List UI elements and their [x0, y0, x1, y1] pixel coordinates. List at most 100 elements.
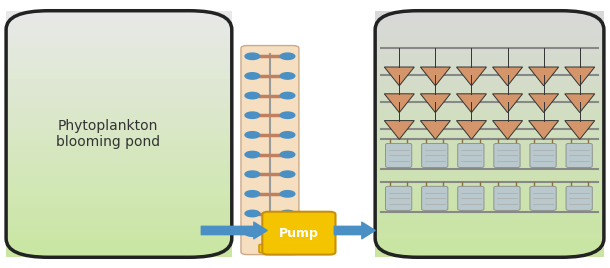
Polygon shape [529, 67, 559, 86]
Bar [6, 17, 232, 23]
Circle shape [245, 210, 260, 217]
Bar [375, 91, 604, 97]
Circle shape [280, 191, 295, 197]
Bar [6, 140, 232, 146]
Bar [375, 214, 604, 220]
Polygon shape [456, 67, 487, 86]
Polygon shape [493, 67, 523, 86]
Polygon shape [529, 121, 559, 139]
Bar [375, 220, 604, 226]
FancyBboxPatch shape [458, 143, 484, 168]
Bar [6, 183, 232, 189]
FancyBboxPatch shape [386, 186, 412, 210]
Bar [6, 60, 232, 66]
Bar [6, 29, 232, 35]
FancyBboxPatch shape [386, 143, 412, 168]
Text: Pump: Pump [279, 227, 319, 240]
Bar [6, 48, 232, 54]
Bar [6, 91, 232, 97]
Polygon shape [456, 121, 487, 139]
Circle shape [245, 53, 260, 59]
Bar [375, 202, 604, 208]
FancyBboxPatch shape [458, 186, 484, 210]
Circle shape [245, 112, 260, 118]
Bar [6, 54, 232, 60]
Bar [6, 42, 232, 48]
Bar [375, 196, 604, 202]
Bar [375, 233, 604, 239]
Bar [375, 152, 604, 159]
Bar [375, 29, 604, 35]
Circle shape [245, 92, 260, 99]
Bar [375, 159, 604, 165]
Polygon shape [565, 67, 595, 86]
FancyBboxPatch shape [262, 212, 336, 255]
Bar [6, 189, 232, 196]
Polygon shape [384, 67, 414, 86]
Polygon shape [420, 121, 450, 139]
Bar [375, 226, 604, 233]
Polygon shape [420, 94, 450, 113]
Bar [375, 66, 604, 72]
FancyBboxPatch shape [530, 186, 556, 210]
Bar [6, 146, 232, 152]
FancyBboxPatch shape [566, 186, 592, 210]
Bar [375, 97, 604, 103]
Bar [375, 183, 604, 189]
Bar [375, 245, 604, 251]
Bar [375, 239, 604, 245]
Bar [375, 116, 604, 122]
Bar [375, 165, 604, 171]
Bar [375, 54, 604, 60]
Bar [6, 214, 232, 220]
Bar [6, 202, 232, 208]
Bar [375, 189, 604, 196]
Bar [6, 239, 232, 245]
Bar [375, 140, 604, 146]
Circle shape [280, 92, 295, 99]
Bar [375, 177, 604, 183]
Circle shape [280, 132, 295, 138]
Bar [375, 23, 604, 29]
Bar [375, 60, 604, 66]
Bar [375, 208, 604, 214]
Polygon shape [384, 94, 414, 113]
Bar [375, 109, 604, 116]
Polygon shape [493, 94, 523, 113]
Bar [375, 146, 604, 152]
Bar [6, 97, 232, 103]
Bar [6, 226, 232, 233]
Polygon shape [565, 121, 595, 139]
Circle shape [245, 230, 260, 236]
Bar [6, 23, 232, 29]
Bar [375, 35, 604, 42]
Polygon shape [529, 94, 559, 113]
Bar [6, 177, 232, 183]
Bar [375, 251, 604, 257]
Circle shape [280, 171, 295, 177]
Circle shape [245, 73, 260, 79]
Bar [6, 233, 232, 239]
Circle shape [280, 151, 295, 158]
Bar [375, 17, 604, 23]
Bar [6, 196, 232, 202]
Bar [375, 171, 604, 177]
Bar [375, 85, 604, 91]
Circle shape [280, 73, 295, 79]
Bar [375, 134, 604, 140]
FancyBboxPatch shape [530, 143, 556, 168]
Bar [6, 152, 232, 159]
Bar [6, 128, 232, 134]
FancyBboxPatch shape [566, 143, 592, 168]
FancyBboxPatch shape [259, 244, 281, 253]
Bar [6, 103, 232, 109]
Bar [6, 220, 232, 226]
Bar [6, 116, 232, 122]
Polygon shape [493, 121, 523, 139]
Bar [375, 103, 604, 109]
Bar [375, 11, 604, 17]
Circle shape [245, 151, 260, 158]
FancyBboxPatch shape [494, 143, 520, 168]
Bar [6, 66, 232, 72]
Bar [6, 251, 232, 257]
